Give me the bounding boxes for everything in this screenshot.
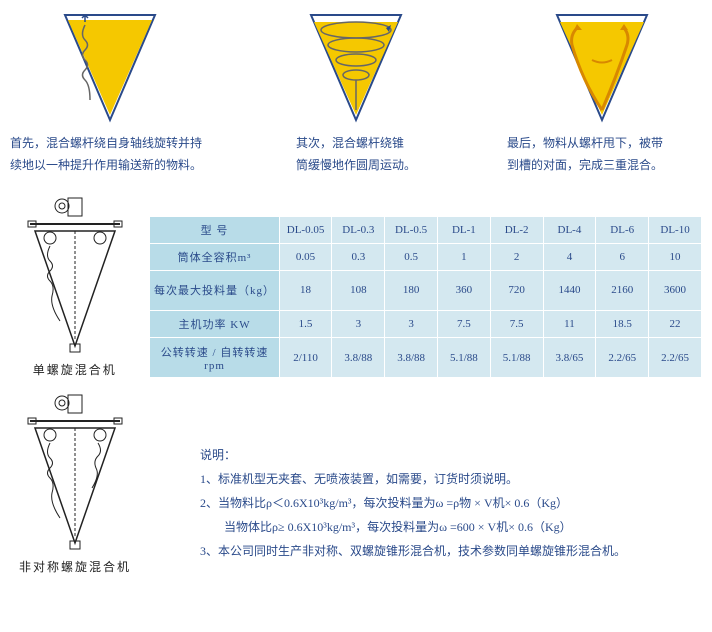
- cell: 18.5: [596, 311, 649, 338]
- cell: 2160: [596, 270, 649, 310]
- cell: 2.2/65: [649, 337, 702, 377]
- cell: 1440: [543, 270, 596, 310]
- cell: 0.5: [385, 244, 438, 271]
- hdr-feed: 每次最大投料量（kg）: [150, 270, 279, 310]
- cell: 720: [490, 270, 543, 310]
- mixer1-label: 单螺旋混合机: [33, 361, 117, 378]
- model-0: DL-0.05: [279, 217, 332, 244]
- note-3: 3、本公司同时生产非对称、双螺旋锥形混合机，技术参数同单螺旋锥形混合机。: [200, 539, 626, 563]
- caption-2-line1: 其次，混合螺杆绕锥: [296, 133, 446, 155]
- model-5: DL-4: [543, 217, 596, 244]
- caption-1: 首先，混合螺杆绕自身轴线旋转并持 续地以一种提升作用输送新的物料。: [10, 133, 210, 176]
- notes: 说明： 1、标准机型无夹套、无喷液装置，如需要，订货时须说明。 2、当物料比ρ＜…: [200, 443, 626, 575]
- model-3: DL-1: [437, 217, 490, 244]
- caption-3-line2: 到槽的对面，完成三重混合。: [507, 155, 697, 177]
- table-row-header: 型 号 DL-0.05 DL-0.3 DL-0.5 DL-1 DL-2 DL-4…: [150, 217, 702, 244]
- cone-icon-3: [542, 10, 662, 125]
- caption-2-line2: 筒缓慢地作圆周运动。: [296, 155, 446, 177]
- cell: 5.1/88: [490, 337, 543, 377]
- mixer2-label: 非对称螺旋混合机: [19, 558, 131, 575]
- cell: 3600: [649, 270, 702, 310]
- note-2a: 2、当物料比ρ＜0.6X10³kg/m³，每次投料量为ω =ρ物 × V机× 0…: [200, 491, 626, 515]
- caption-1-line1: 首先，混合螺杆绕自身轴线旋转并持: [10, 133, 210, 155]
- diagram-step-3: 最后，物料从螺杆甩下，被带 到槽的对面，完成三重混合。: [512, 10, 692, 176]
- notes-section: 非对称螺旋混合机 说明： 1、标准机型无夹套、无喷液装置，如需要，订货时须说明。…: [0, 378, 712, 575]
- diagram-step-2: 其次，混合螺杆绕锥 筒缓慢地作圆周运动。: [266, 10, 446, 176]
- table-row: 主机功率 KW 1.5 3 3 7.5 7.5 11 18.5 22: [150, 311, 702, 338]
- model-7: DL-10: [649, 217, 702, 244]
- table-row: 筒体全容积m³ 0.05 0.3 0.5 1 2 4 6 10: [150, 244, 702, 271]
- cell: 3: [332, 311, 385, 338]
- cell: 1: [437, 244, 490, 271]
- cell: 10: [649, 244, 702, 271]
- caption-2: 其次，混合螺杆绕锥 筒缓慢地作圆周运动。: [296, 133, 446, 176]
- cell: 6: [596, 244, 649, 271]
- cell: 7.5: [490, 311, 543, 338]
- table-row: 每次最大投料量（kg） 18 108 180 360 720 1440 2160…: [150, 270, 702, 310]
- notes-title: 说明：: [200, 443, 626, 467]
- spec-table: 型 号 DL-0.05 DL-0.3 DL-0.5 DL-1 DL-2 DL-4…: [149, 216, 702, 378]
- mixer-single: 单螺旋混合机: [10, 196, 139, 378]
- cell: 0.05: [279, 244, 332, 271]
- cell: 0.3: [332, 244, 385, 271]
- note-1: 1、标准机型无夹套、无喷液装置，如需要，订货时须说明。: [200, 467, 626, 491]
- single-mixer-icon: [20, 196, 130, 356]
- cell: 360: [437, 270, 490, 310]
- hdr-volume: 筒体全容积m³: [150, 244, 279, 271]
- cell: 3: [385, 311, 438, 338]
- model-1: DL-0.3: [332, 217, 385, 244]
- cell: 5.1/88: [437, 337, 490, 377]
- hdr-model: 型 号: [150, 217, 279, 244]
- cell: 18: [279, 270, 332, 310]
- cell: 4: [543, 244, 596, 271]
- table-row: 公转转速 / 自转转速 rpm 2/110 3.8/88 3.8/88 5.1/…: [150, 337, 702, 377]
- hdr-speed: 公转转速 / 自转转速 rpm: [150, 337, 279, 377]
- model-2: DL-0.5: [385, 217, 438, 244]
- cell: 22: [649, 311, 702, 338]
- caption-3-line1: 最后，物料从螺杆甩下，被带: [507, 133, 697, 155]
- cell: 11: [543, 311, 596, 338]
- diagram-step-1: 首先，混合螺杆绕自身轴线旋转并持 续地以一种提升作用输送新的物料。: [20, 10, 200, 176]
- cell: 180: [385, 270, 438, 310]
- process-diagrams: 首先，混合螺杆绕自身轴线旋转并持 续地以一种提升作用输送新的物料。 其次，混合螺…: [0, 0, 712, 181]
- hdr-power: 主机功率 KW: [150, 311, 279, 338]
- caption-3: 最后，物料从螺杆甩下，被带 到槽的对面，完成三重混合。: [507, 133, 697, 176]
- cell: 1.5: [279, 311, 332, 338]
- cell: 2.2/65: [596, 337, 649, 377]
- cell: 2/110: [279, 337, 332, 377]
- cell: 7.5: [437, 311, 490, 338]
- note-2b: 当物体比ρ≥ 0.6X10³kg/m³，每次投料量为ω =600 × V机× 0…: [200, 515, 626, 539]
- cell: 2: [490, 244, 543, 271]
- caption-1-line2: 续地以一种提升作用输送新的物料。: [10, 155, 210, 177]
- cone-icon-2: [296, 10, 416, 125]
- model-6: DL-6: [596, 217, 649, 244]
- cone-icon-1: [50, 10, 170, 125]
- cell: 108: [332, 270, 385, 310]
- asym-mixer-icon: [20, 393, 130, 553]
- cell: 3.8/88: [332, 337, 385, 377]
- model-4: DL-2: [490, 217, 543, 244]
- cell: 3.8/65: [543, 337, 596, 377]
- cell: 3.8/88: [385, 337, 438, 377]
- spec-section: 单螺旋混合机 型 号 DL-0.05 DL-0.3 DL-0.5 DL-1 DL…: [0, 181, 712, 378]
- mixer-asym: 非对称螺旋混合机: [10, 393, 140, 575]
